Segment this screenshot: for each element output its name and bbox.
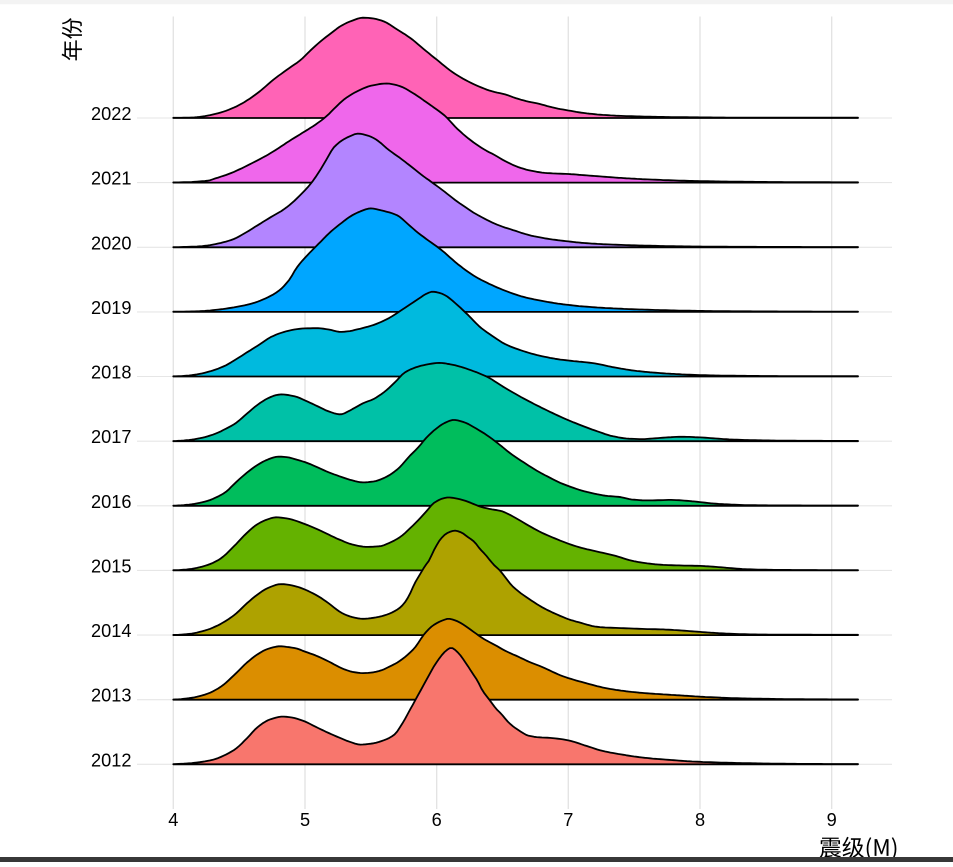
svg-text:2013: 2013 — [91, 686, 131, 706]
svg-text:5: 5 — [300, 810, 310, 830]
svg-text:8: 8 — [695, 810, 705, 830]
svg-text:7: 7 — [563, 810, 573, 830]
svg-text:2021: 2021 — [91, 169, 131, 189]
svg-text:2020: 2020 — [91, 233, 131, 253]
svg-text:6: 6 — [432, 810, 442, 830]
svg-text:4: 4 — [168, 810, 178, 830]
svg-text:2017: 2017 — [91, 427, 131, 447]
svg-text:2015: 2015 — [91, 556, 131, 576]
svg-text:2016: 2016 — [91, 492, 131, 512]
svg-text:2019: 2019 — [91, 298, 131, 318]
svg-text:9: 9 — [827, 810, 837, 830]
svg-text:2014: 2014 — [91, 621, 131, 641]
svg-text:2022: 2022 — [91, 104, 131, 124]
svg-text:2012: 2012 — [91, 750, 131, 770]
svg-text:2018: 2018 — [91, 363, 131, 383]
